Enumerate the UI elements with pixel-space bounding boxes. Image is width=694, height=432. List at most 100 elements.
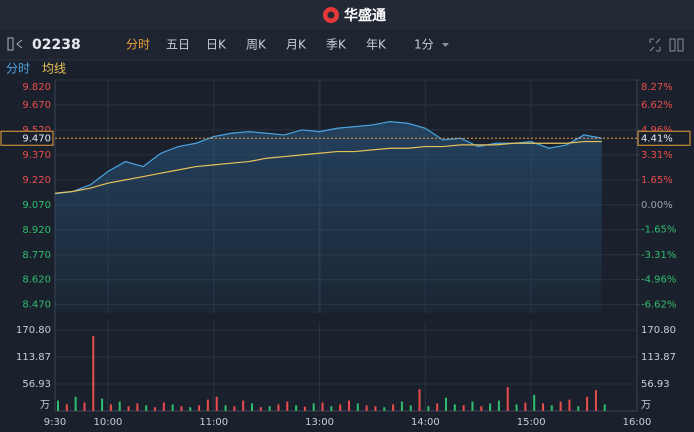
- volume-bar: [506, 387, 509, 411]
- tab[interactable]: 五日: [166, 38, 190, 52]
- y2-tick-label: -3.31%: [641, 250, 676, 261]
- tab[interactable]: 分时: [126, 38, 150, 52]
- sidebar-toggle[interactable]: [7, 37, 23, 51]
- volume-bar: [242, 400, 245, 411]
- volume-bar: [215, 396, 218, 411]
- y-tick-label: 8.770: [22, 250, 51, 261]
- volume-tick-label: 113.87: [16, 352, 51, 363]
- tab[interactable]: 月K: [286, 38, 307, 52]
- volume-bar: [577, 406, 580, 411]
- volume-bar: [594, 390, 597, 411]
- volume-bar: [330, 406, 333, 411]
- volume-bar: [92, 336, 95, 411]
- volume-bar: [312, 403, 315, 411]
- volume-bar: [57, 400, 59, 411]
- tab[interactable]: 周K: [246, 38, 267, 52]
- volume-bar: [109, 404, 112, 411]
- volume-bar: [568, 399, 571, 411]
- x-tick-label: 9:30: [44, 417, 66, 428]
- volume-bar: [524, 402, 527, 411]
- volume-bar: [436, 403, 439, 411]
- volume-bar: [154, 407, 156, 411]
- y2-tick-label: 0.00%: [641, 200, 673, 211]
- y2-tick-label: -1.65%: [641, 225, 676, 236]
- y-tick-label: 9.070: [22, 200, 51, 211]
- x-tick-label: 15:00: [517, 417, 546, 428]
- expand-icon[interactable]: [649, 38, 661, 52]
- x-tick-label: 16:00: [623, 417, 652, 428]
- volume-bar: [251, 403, 253, 411]
- tab[interactable]: 季K: [326, 38, 347, 52]
- volume-bar: [127, 406, 130, 411]
- volume-bar: [400, 401, 403, 411]
- volume-bar: [286, 401, 289, 411]
- volume-bar: [542, 403, 544, 411]
- volume-tick-label: 170.80: [641, 325, 676, 336]
- volume-bar: [356, 403, 359, 411]
- volume-bar: [462, 405, 465, 411]
- symbol: 02238: [32, 37, 81, 53]
- legend-item: 均线: [42, 62, 66, 76]
- volume-bar: [198, 405, 201, 411]
- volume-bar: [277, 404, 280, 411]
- volume-bar: [321, 402, 324, 411]
- volume-bar: [118, 401, 121, 411]
- volume-bar: [374, 406, 377, 411]
- volume-bar: [259, 407, 262, 411]
- toolbar: [0, 30, 694, 60]
- volume-bar: [383, 407, 386, 411]
- y-tick-label: 8.620: [22, 275, 51, 286]
- volume-bar: [392, 404, 395, 411]
- volume-bar: [339, 404, 342, 411]
- x-tick-label: 11:00: [199, 417, 228, 428]
- volume-panel: [55, 322, 637, 411]
- volume-bar: [136, 403, 139, 411]
- y2-tick-label: -6.62%: [641, 300, 676, 311]
- volume-bar: [418, 389, 421, 411]
- volume-bar: [180, 406, 183, 411]
- volume-unit: 万: [40, 400, 50, 411]
- current-change-box: [637, 130, 691, 146]
- volume-bar: [268, 406, 271, 411]
- y2-tick-label: 6.62%: [641, 100, 673, 111]
- price-area: [55, 121, 602, 313]
- y2-tick-label: 4.96%: [641, 125, 673, 136]
- volume-bar: [303, 406, 306, 411]
- y-tick-label: 9.670: [22, 100, 51, 111]
- logo-icon: [323, 7, 339, 23]
- current-price-box: [0, 130, 54, 146]
- interval-select[interactable]: 1分: [414, 38, 434, 52]
- x-tick-label: 14:00: [411, 417, 440, 428]
- volume-bar: [497, 400, 500, 411]
- volume-bar: [162, 402, 165, 411]
- y2-tick-label: 1.65%: [641, 175, 673, 186]
- volume-bar: [224, 405, 227, 411]
- current-price-label: 9.470: [22, 133, 51, 144]
- dropdown-caret[interactable]: [442, 43, 449, 47]
- volume-bar: [603, 404, 606, 411]
- volume-bar: [145, 405, 148, 411]
- volume-bar: [101, 398, 104, 411]
- y-tick-label: 9.220: [22, 175, 51, 186]
- y2-tick-label: 8.27%: [641, 82, 673, 93]
- header-bar: [0, 0, 694, 30]
- volume-bar: [550, 405, 553, 411]
- volume-tick-label: 113.87: [641, 352, 676, 363]
- y2-tick-label: 3.31%: [641, 150, 673, 161]
- volume-bar: [445, 397, 447, 411]
- volume-tick-label: 56.93: [22, 379, 51, 390]
- tab[interactable]: 年K: [366, 38, 387, 52]
- volume-tick-label: 170.80: [16, 325, 51, 336]
- tab[interactable]: 日K: [206, 38, 227, 52]
- volume-bar: [409, 405, 412, 411]
- volume-bar: [74, 396, 77, 411]
- y-tick-label: 8.470: [22, 300, 51, 311]
- y-tick-label: 8.920: [22, 225, 51, 236]
- volume-bar: [489, 403, 492, 411]
- volume-bar: [365, 405, 368, 411]
- x-tick-label: 13:00: [305, 417, 334, 428]
- average-line: [54, 140, 602, 194]
- volume-bar: [559, 401, 562, 411]
- layout-icon[interactable]: [669, 38, 684, 52]
